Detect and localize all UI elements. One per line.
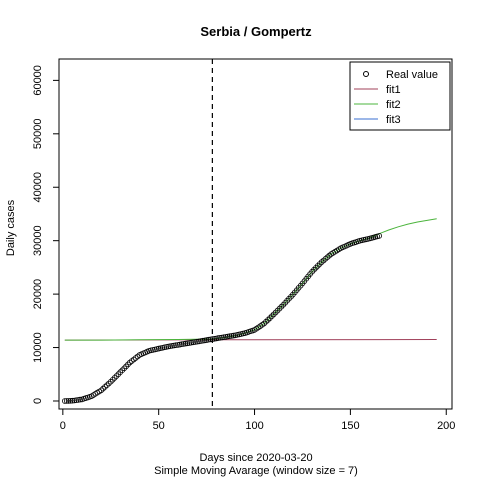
data-point (175, 342, 181, 348)
data-point (125, 361, 131, 368)
x-tick-label: 50 (153, 420, 165, 432)
data-point (165, 343, 172, 350)
chart-title: Serbia / Gompertz (200, 24, 312, 39)
legend-label-real-value: Real value (386, 69, 438, 81)
y-axis: 0 10000 20000 30000 40000 50000 60000 (32, 65, 59, 404)
data-point (221, 334, 227, 341)
data-point (63, 398, 70, 404)
data-point (69, 397, 76, 404)
data-point (376, 233, 383, 239)
data-point (67, 397, 74, 404)
x-axis: 0 50 100 150 200 (60, 409, 455, 432)
data-point (161, 344, 168, 351)
data-point (173, 342, 179, 349)
data-point (104, 382, 110, 389)
data-point (194, 338, 200, 345)
data-point (178, 341, 185, 348)
data-point (171, 342, 177, 349)
data-point (276, 305, 283, 312)
data-point (73, 397, 80, 404)
x-axis-label: Days since 2020-03-20 (199, 452, 312, 464)
data-point (215, 335, 221, 341)
data-point (224, 333, 231, 340)
data-point (201, 337, 208, 344)
data-point (200, 337, 206, 344)
data-point (219, 334, 225, 341)
x-tick-label: 100 (245, 420, 263, 432)
x-axis-sublabel: Simple Moving Avarage (window size = 7) (154, 465, 358, 477)
data-point (270, 311, 277, 318)
data-point (192, 339, 198, 345)
data-point (188, 339, 195, 346)
y-tick-label: 10000 (32, 332, 44, 363)
legend: Real value fit1 fit2 fit3 (349, 61, 451, 131)
data-point (109, 376, 116, 383)
data-point (311, 266, 317, 273)
data-point (267, 315, 273, 321)
data-point (198, 338, 204, 344)
data-point (205, 336, 212, 343)
data-point (98, 387, 104, 394)
data-point (226, 333, 233, 340)
data-point (272, 309, 279, 316)
y-tick-label: 60000 (32, 65, 44, 96)
real-value-points (62, 233, 383, 404)
y-axis-label: Daily cases (5, 199, 17, 256)
data-point (169, 342, 175, 349)
data-point (230, 332, 237, 339)
data-point (62, 398, 68, 404)
x-tick-label: 150 (341, 420, 359, 432)
legend-label-fit3: fit3 (386, 114, 401, 126)
y-tick-label: 0 (32, 398, 44, 404)
data-point (180, 341, 187, 347)
data-point (240, 330, 246, 337)
y-tick-label: 40000 (32, 172, 44, 203)
data-point (196, 338, 202, 345)
data-point (265, 317, 271, 323)
data-point (190, 339, 197, 346)
series-line-fit2 (64, 218, 437, 341)
y-tick-label: 50000 (32, 119, 44, 150)
data-point (313, 264, 319, 271)
data-point (184, 340, 191, 347)
data-point (108, 378, 114, 385)
data-point (113, 373, 120, 379)
y-tick-label: 20000 (32, 279, 44, 310)
data-point (268, 313, 275, 320)
data-point (100, 385, 106, 392)
legend-label-fit2: fit2 (386, 99, 401, 111)
data-point (278, 303, 285, 310)
data-point (119, 367, 126, 374)
data-point (314, 263, 321, 269)
data-point (65, 398, 72, 404)
y-tick-label: 30000 (32, 225, 44, 256)
data-point (182, 340, 189, 347)
data-point (102, 384, 108, 390)
data-point (228, 333, 235, 339)
x-tick-label: 200 (437, 420, 455, 432)
data-point (320, 257, 327, 264)
data-point (261, 320, 267, 327)
data-point (150, 347, 156, 353)
data-point (217, 334, 223, 341)
data-point (316, 261, 323, 267)
legend-marker-real-value (363, 71, 369, 77)
x-tick-label: 0 (60, 420, 66, 432)
data-point (121, 365, 127, 372)
data-point (71, 397, 78, 404)
data-point (75, 397, 81, 403)
data-point (111, 375, 118, 381)
plot-frame (58, 58, 453, 410)
data-point (77, 396, 83, 403)
legend-label-fit1: fit1 (386, 84, 401, 96)
